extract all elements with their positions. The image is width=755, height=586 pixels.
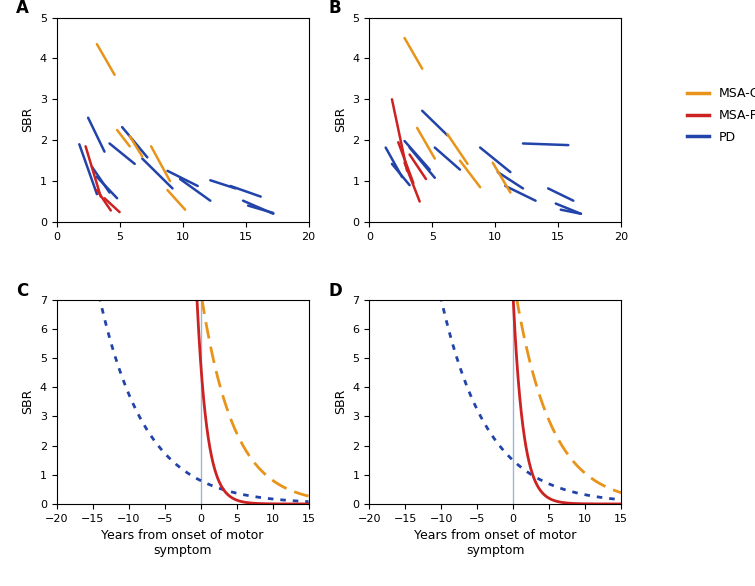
X-axis label: Years from onset of motor
symptom: Years from onset of motor symptom: [101, 529, 263, 557]
Y-axis label: SBR: SBR: [334, 107, 347, 132]
Y-axis label: SBR: SBR: [21, 107, 34, 132]
X-axis label: Years from onset of motor
symptom: Years from onset of motor symptom: [414, 529, 576, 557]
Legend: MSA-C, MSA-P, PD: MSA-C, MSA-P, PD: [682, 82, 755, 149]
Y-axis label: SBR: SBR: [21, 389, 34, 414]
Y-axis label: SBR: SBR: [334, 389, 347, 414]
Text: C: C: [17, 281, 29, 299]
Text: A: A: [17, 0, 29, 18]
Text: D: D: [329, 281, 343, 299]
Text: B: B: [329, 0, 341, 18]
